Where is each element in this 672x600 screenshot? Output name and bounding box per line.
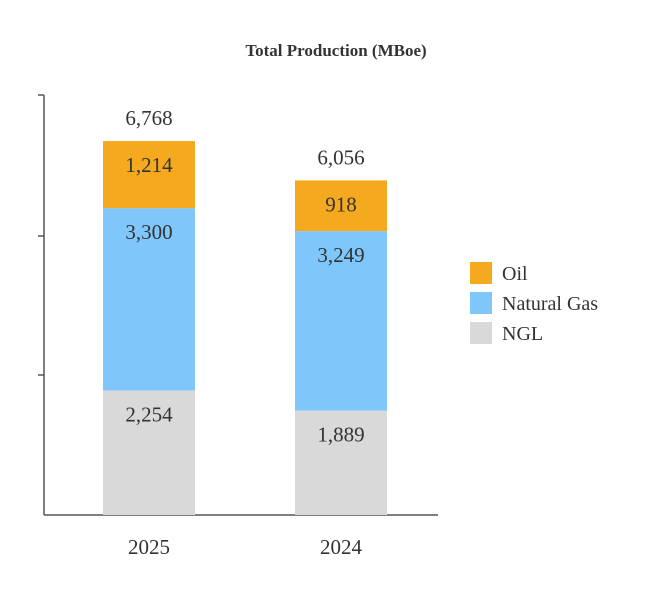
legend-label: Natural Gas (502, 293, 598, 315)
x-tick-label: 2024 (320, 535, 363, 559)
data-label: 3,300 (125, 220, 172, 244)
data-label: 1,889 (317, 423, 364, 447)
legend: Oil Natural Gas NGL (470, 262, 598, 345)
total-label: 6,768 (125, 106, 172, 130)
data-label: 918 (325, 192, 357, 216)
bars: 2,254 3,300 1,214 6,768 2025 1,889 3,249 918 6,0… (103, 106, 387, 559)
legend-swatch (470, 292, 492, 314)
legend-label: Oil (502, 263, 528, 285)
legend-swatch (470, 262, 492, 284)
bar-segment-natural-gas (295, 231, 387, 411)
bar-segment-natural-gas (103, 208, 195, 391)
legend-label: NGL (502, 323, 543, 345)
data-label: 1,214 (125, 153, 173, 177)
bar-segment-ngl (295, 410, 387, 515)
chart-title: Total Production (MBoe) (245, 41, 426, 60)
data-label: 2,254 (125, 402, 173, 426)
bar-segment-ngl (103, 390, 195, 515)
data-label: 3,249 (317, 243, 364, 267)
total-label: 6,056 (317, 145, 364, 169)
bar-segment-oil (103, 141, 195, 209)
x-tick-label: 2025 (128, 535, 170, 559)
legend-swatch (470, 322, 492, 344)
bar-segment-oil (295, 180, 387, 232)
